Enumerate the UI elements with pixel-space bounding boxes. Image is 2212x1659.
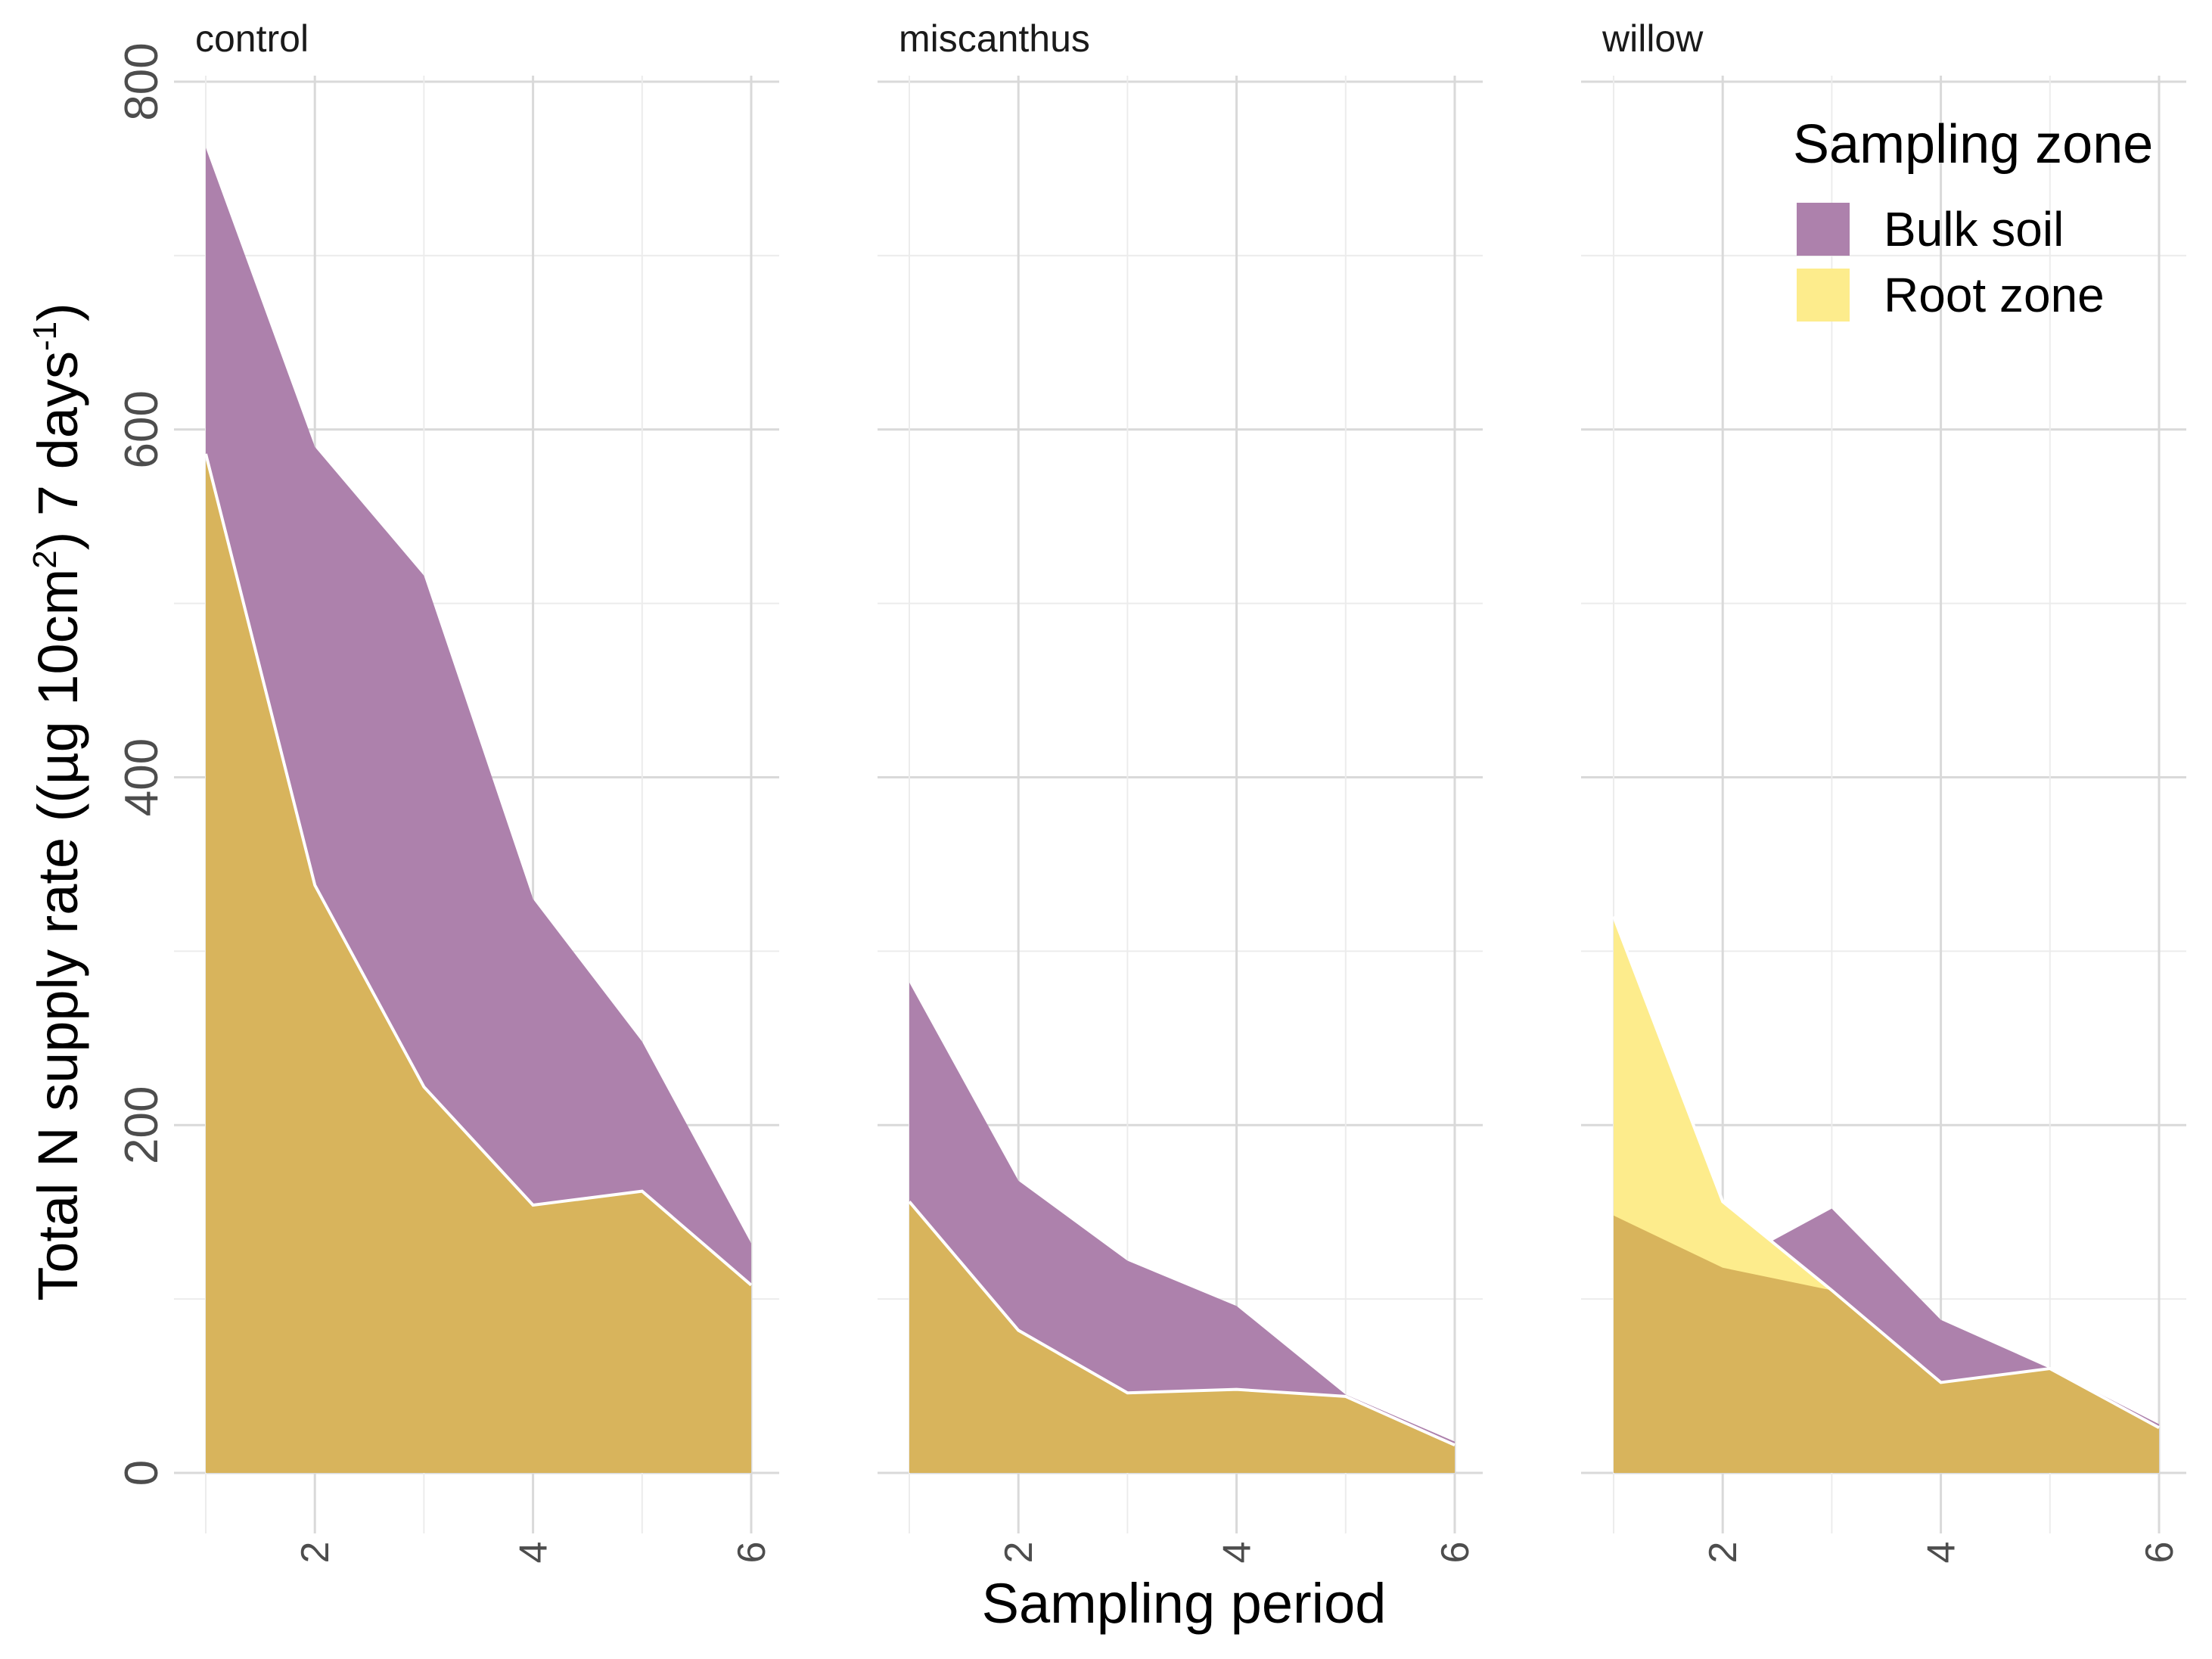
- x-tick-label-control-4: 4: [512, 1542, 556, 1564]
- legend-swatch-bulk-soil: [1797, 203, 1850, 256]
- x-tick-label-willow-6: 6: [2138, 1542, 2182, 1564]
- area-overlap-miscanthus: [909, 1201, 1455, 1473]
- y-tick-label-600: 600: [116, 390, 168, 468]
- facet-strip-control: control: [195, 17, 309, 60]
- y-axis-title: Total N supply rate ((µg 10cm2) 7 days-1…: [26, 303, 89, 1301]
- line-root-zone-willow: [1612, 915, 2160, 1429]
- label-layer: 0 200 400 600 800 2 4 6 2 4 6 2 4 6: [116, 42, 2182, 1563]
- legend-swatch-root-zone: [1797, 269, 1850, 322]
- legend: Sampling zone Bulk soil Root zone: [1793, 114, 2153, 322]
- line-root-zone-miscanthus: [908, 1201, 1456, 1447]
- x-tick-label-miscanthus-6: 6: [1434, 1542, 1477, 1564]
- facet-strip-miscanthus: miscanthus: [899, 17, 1090, 60]
- legend-title: Sampling zone: [1793, 114, 2153, 175]
- legend-label-root-zone: Root zone: [1884, 268, 2105, 322]
- x-tick-label-control-6: 6: [730, 1542, 774, 1564]
- legend-label-bulk-soil: Bulk soil: [1884, 202, 2064, 256]
- x-tick-label-control-2: 2: [294, 1542, 337, 1564]
- y-tick-label-0: 0: [116, 1460, 168, 1486]
- x-tick-label-miscanthus-4: 4: [1216, 1542, 1260, 1564]
- area-layer: [204, 148, 2160, 1473]
- y-tick-label-400: 400: [116, 738, 168, 816]
- x-tick-label-willow-4: 4: [1920, 1542, 1964, 1564]
- facet-strip-willow: willow: [1602, 17, 1704, 60]
- x-tick-label-willow-2: 2: [1701, 1542, 1745, 1564]
- line-root-zone-control: [204, 453, 753, 1287]
- y-tick-label-800: 800: [116, 42, 168, 120]
- x-axis-title: Sampling period: [982, 1572, 1387, 1635]
- x-tick-label-miscanthus-2: 2: [997, 1542, 1041, 1564]
- area-overlap-willow: [1614, 1215, 2159, 1473]
- area-overlap-control: [206, 453, 751, 1473]
- y-tick-label-200: 200: [116, 1086, 168, 1164]
